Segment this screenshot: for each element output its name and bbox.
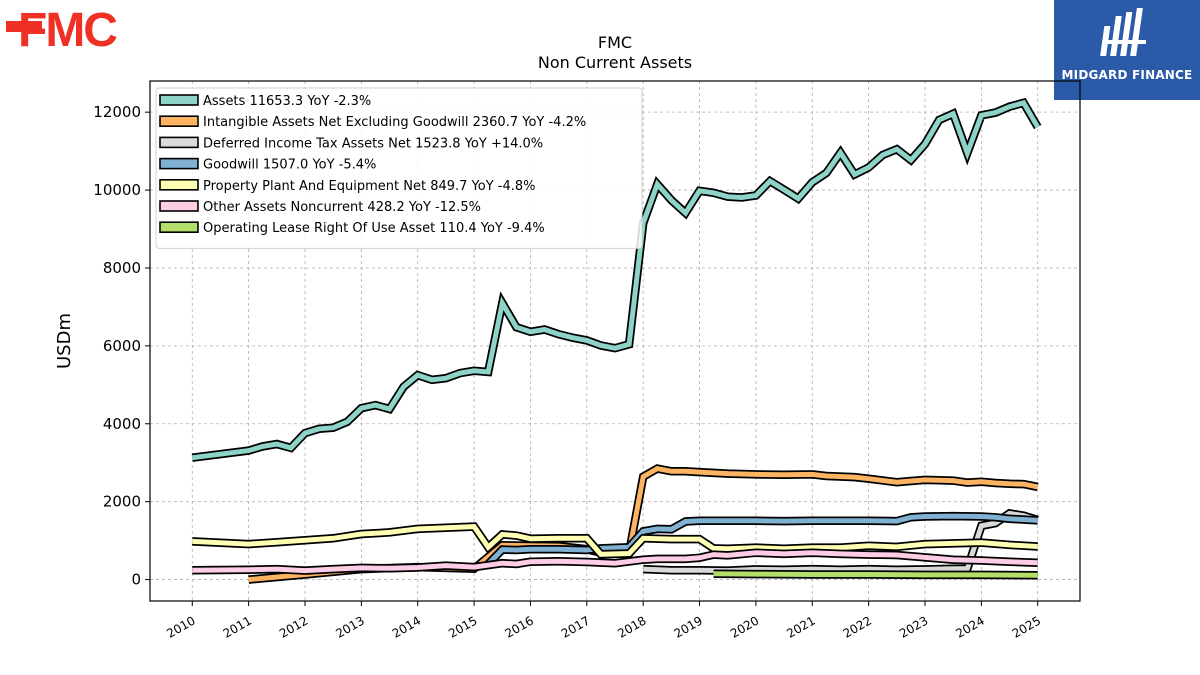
y-tick-label: 4000 bbox=[103, 415, 141, 433]
series-4 bbox=[192, 522, 1038, 559]
legend-swatch bbox=[159, 136, 199, 149]
x-tick-label: 2013 bbox=[333, 613, 366, 640]
y-tick-label: 2000 bbox=[103, 493, 141, 511]
legend-swatch bbox=[159, 115, 199, 127]
y-tick-label: 0 bbox=[131, 571, 141, 589]
legend-label: Assets 11653.3 YoY -2.3% bbox=[203, 94, 371, 109]
series-line bbox=[192, 524, 1038, 557]
legend-swatch bbox=[159, 200, 199, 212]
y-tick-label: 12000 bbox=[93, 103, 141, 121]
series-line bbox=[486, 513, 1038, 566]
x-tick-label: 2016 bbox=[503, 613, 536, 640]
legend: Assets 11653.3 YoY -2.3% Intangible Asset… bbox=[155, 87, 643, 249]
x-tick-label: 2024 bbox=[953, 613, 986, 640]
x-tick-label: 2022 bbox=[841, 613, 874, 640]
fmc-logo-text: FMC bbox=[18, 4, 117, 50]
chart-title: FMC bbox=[598, 33, 632, 52]
series-line bbox=[191, 99, 1040, 461]
x-tick-label: 2017 bbox=[559, 613, 592, 640]
series-5 bbox=[192, 548, 1038, 575]
y-tick-label: 10000 bbox=[93, 181, 141, 199]
legend-label: Goodwill 1507.0 YoY -5.4% bbox=[203, 158, 376, 173]
series-lines bbox=[191, 97, 1042, 584]
chart-subtitle: Non Current Assets bbox=[538, 53, 692, 72]
x-tick-label: 2023 bbox=[897, 613, 930, 640]
x-tick-label: 2020 bbox=[728, 613, 761, 640]
y-tick-label: 6000 bbox=[103, 337, 141, 355]
legend-label: Property Plant And Equipment Net 849.7 Y… bbox=[203, 179, 536, 194]
x-tick-label: 2021 bbox=[784, 613, 817, 640]
series-1 bbox=[248, 464, 1039, 584]
y-tick-label: 8000 bbox=[103, 259, 141, 277]
fmc-logo: FMC bbox=[4, 4, 154, 57]
plot-frame bbox=[149, 80, 1081, 602]
x-tick-label: 2015 bbox=[446, 613, 479, 640]
series-line bbox=[192, 550, 1038, 574]
legend-label: Deferred Income Tax Assets Net 1523.8 Yo… bbox=[203, 136, 543, 151]
series-line bbox=[248, 465, 1039, 583]
legend-label: Intangible Assets Net Excluding Goodwill… bbox=[203, 115, 586, 130]
series-3 bbox=[485, 511, 1038, 567]
midgard-finance-text: MIDGARD FINANCE bbox=[1061, 68, 1193, 82]
midgard-emblem-icon bbox=[1100, 8, 1146, 56]
x-tick-label: 2019 bbox=[672, 613, 705, 640]
midgard-finance-logo: MIDGARD FINANCE bbox=[1054, 0, 1200, 100]
x-tick-label: 2010 bbox=[164, 613, 197, 640]
series-line bbox=[713, 571, 1038, 578]
x-tick-label: 2025 bbox=[1010, 613, 1043, 640]
legend-label: Other Assets Noncurrent 428.2 YoY -12.5% bbox=[203, 200, 481, 215]
legend-label: Operating Lease Right Of Use Asset 110.4… bbox=[203, 221, 545, 236]
legend-swatch bbox=[159, 157, 199, 170]
fmc-logo-bar bbox=[6, 21, 42, 32]
y-axis: 0 2000 4000 6000 8000 10000 12000 bbox=[93, 103, 150, 589]
x-axis: 2010 2011 2012 2013 2014 2015 2016 2017 2018 2019… bbox=[164, 601, 1043, 641]
y-axis-label: USDm bbox=[54, 313, 75, 369]
series-0 bbox=[191, 97, 1042, 462]
series-6 bbox=[713, 569, 1038, 580]
legend-box bbox=[155, 87, 643, 249]
legend-swatch bbox=[159, 179, 199, 191]
legend-swatch bbox=[159, 221, 199, 233]
legend-swatch bbox=[159, 94, 199, 106]
x-tick-label: 2011 bbox=[221, 613, 254, 640]
x-tick-label: 2014 bbox=[390, 613, 423, 640]
x-tick-label: 2012 bbox=[277, 613, 310, 640]
x-tick-label: 2018 bbox=[615, 613, 648, 640]
